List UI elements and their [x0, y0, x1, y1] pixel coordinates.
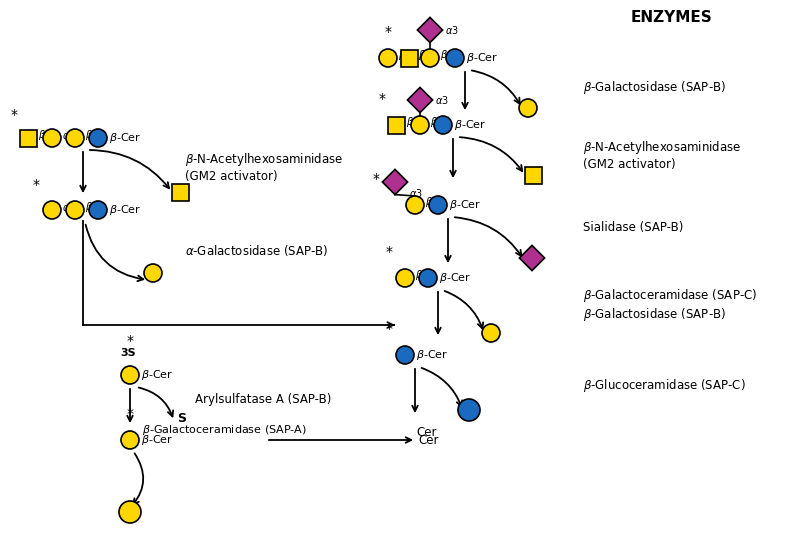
Text: Cer: Cer — [416, 425, 437, 438]
Text: $\alpha$4: $\alpha$4 — [62, 201, 76, 213]
Circle shape — [406, 196, 424, 214]
Text: $\beta$4: $\beta$4 — [406, 115, 419, 129]
Circle shape — [396, 269, 414, 287]
Text: *: * — [385, 25, 391, 39]
Text: $\beta$-N-Acetylhexosaminidase
(GM2 activator): $\beta$-N-Acetylhexosaminidase (GM2 acti… — [583, 139, 742, 171]
Circle shape — [421, 49, 439, 67]
Circle shape — [411, 116, 429, 134]
Text: ENZYMES: ENZYMES — [631, 11, 713, 26]
Text: $\beta$-Cer: $\beta$-Cer — [454, 118, 486, 132]
Circle shape — [66, 201, 84, 219]
Text: $\beta$-Cer: $\beta$-Cer — [416, 348, 448, 362]
Circle shape — [419, 269, 437, 287]
Polygon shape — [407, 87, 433, 112]
Circle shape — [121, 366, 139, 384]
Text: $\beta$4: $\beta$4 — [415, 268, 429, 282]
Circle shape — [144, 264, 162, 282]
Text: *: * — [126, 407, 134, 421]
Text: Arylsulfatase A (SAP-B): Arylsulfatase A (SAP-B) — [195, 394, 331, 406]
Circle shape — [379, 49, 397, 67]
Text: *: * — [10, 107, 18, 121]
Text: $\beta$-Galactoceramidase (SAP-A): $\beta$-Galactoceramidase (SAP-A) — [142, 423, 307, 437]
Text: $\beta$3: $\beta$3 — [38, 128, 51, 142]
Text: 3S: 3S — [120, 348, 136, 358]
Text: $\alpha$3: $\alpha$3 — [445, 24, 458, 36]
Text: $\beta$-Cer: $\beta$-Cer — [439, 271, 471, 285]
Text: *: * — [33, 178, 40, 192]
Text: *: * — [386, 322, 393, 336]
Text: Sialidase (SAP-B): Sialidase (SAP-B) — [583, 221, 683, 234]
Text: $\beta$-Galactosidase (SAP-B): $\beta$-Galactosidase (SAP-B) — [583, 78, 726, 96]
Circle shape — [66, 129, 84, 147]
Circle shape — [119, 501, 141, 523]
Circle shape — [89, 201, 107, 219]
Circle shape — [89, 129, 107, 147]
Text: $\beta$-Cer: $\beta$-Cer — [109, 203, 142, 217]
Text: *: * — [386, 245, 393, 259]
Circle shape — [434, 116, 452, 134]
Circle shape — [43, 129, 61, 147]
Circle shape — [429, 196, 447, 214]
Circle shape — [121, 431, 139, 449]
Text: S: S — [177, 413, 186, 425]
Text: $\beta$-Glucoceramidase (SAP-C): $\beta$-Glucoceramidase (SAP-C) — [583, 377, 746, 394]
Polygon shape — [382, 169, 408, 195]
Text: $\beta$4: $\beta$4 — [430, 115, 444, 129]
Text: $\alpha$4: $\alpha$4 — [62, 129, 76, 141]
Circle shape — [43, 201, 61, 219]
Text: $\beta$-Cer: $\beta$-Cer — [449, 198, 482, 212]
Text: *: * — [372, 172, 379, 186]
Text: $\beta$-Cer: $\beta$-Cer — [109, 131, 142, 145]
Text: $\beta$-Cer: $\beta$-Cer — [466, 51, 498, 65]
Text: *: * — [378, 92, 386, 106]
Text: $\beta$4: $\beta$4 — [85, 200, 99, 214]
Bar — [19, 130, 37, 146]
Text: $\beta$4: $\beta$4 — [440, 48, 454, 62]
Text: Cer: Cer — [418, 433, 438, 447]
Text: $\beta$4: $\beta$4 — [418, 48, 432, 62]
Text: $\beta$4: $\beta$4 — [425, 195, 439, 209]
Circle shape — [519, 99, 537, 117]
Text: $\alpha$3: $\alpha$3 — [434, 94, 449, 106]
Polygon shape — [519, 245, 545, 271]
Text: $\beta$-N-Acetylhexosaminidase
(GM2 activator): $\beta$-N-Acetylhexosaminidase (GM2 acti… — [185, 151, 343, 183]
Bar — [171, 183, 189, 201]
Circle shape — [458, 399, 480, 421]
Circle shape — [446, 49, 464, 67]
Text: $\beta$4: $\beta$4 — [85, 128, 99, 142]
Circle shape — [482, 324, 500, 342]
Text: $\beta$-Cer: $\beta$-Cer — [141, 368, 174, 382]
Circle shape — [396, 346, 414, 364]
Bar — [401, 50, 418, 67]
Text: $\beta$3: $\beta$3 — [398, 48, 412, 62]
Text: $\beta$-Galactoceramidase (SAP-C)
$\beta$-Galactosidase (SAP-B): $\beta$-Galactoceramidase (SAP-C) $\beta… — [583, 287, 757, 323]
Text: $\alpha$-Galactosidase (SAP-B): $\alpha$-Galactosidase (SAP-B) — [185, 243, 328, 258]
Text: $\beta$-Cer: $\beta$-Cer — [141, 433, 174, 447]
Text: $\alpha$3: $\alpha$3 — [409, 187, 422, 199]
Bar — [525, 167, 542, 183]
Polygon shape — [418, 17, 442, 42]
Text: *: * — [126, 334, 134, 348]
Bar — [387, 116, 405, 134]
